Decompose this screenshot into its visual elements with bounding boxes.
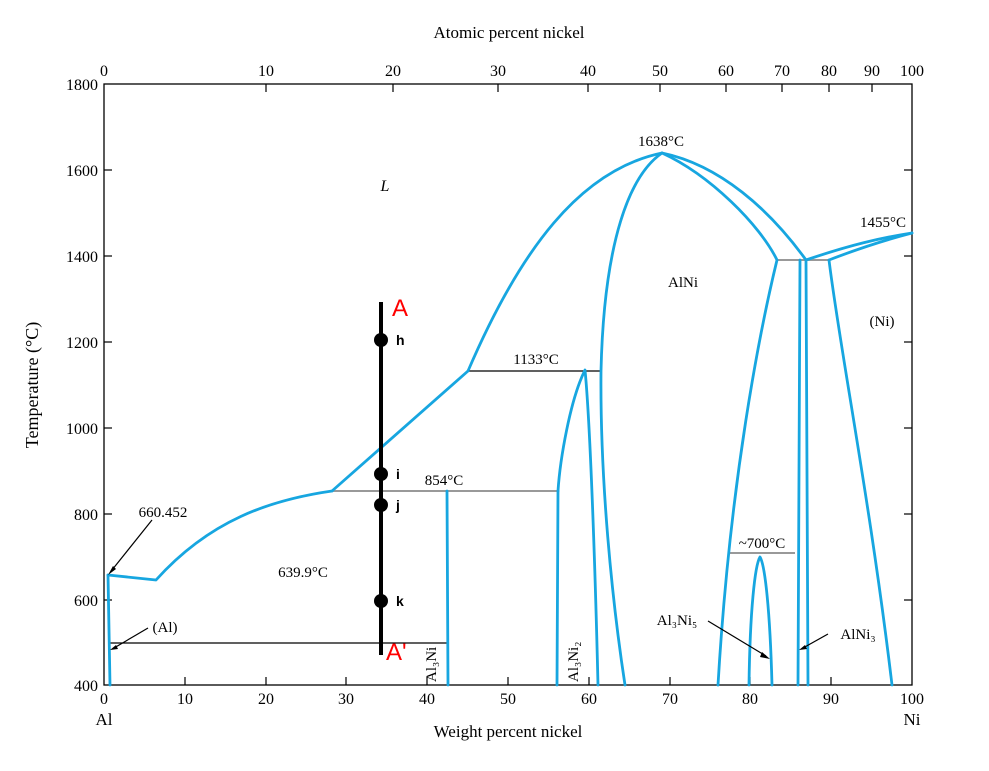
y-tick-label: 1000 [66, 421, 98, 438]
top-tick-label: 90 [864, 63, 880, 80]
alni3-left [796, 258, 802, 687]
y-tick-labels: 400 600 800 1000 1200 1400 1600 1800 [66, 77, 98, 695]
alni-right [660, 151, 779, 687]
alni3-right [804, 258, 810, 687]
x-tick-label: 80 [742, 691, 758, 708]
al3ni2-left [555, 489, 560, 687]
leader-lines [108, 519, 829, 659]
x-tick-label: 50 [500, 691, 516, 708]
top-tick-label: 10 [258, 63, 274, 80]
x-tick-label: 90 [823, 691, 839, 708]
point-labels: h i j k [395, 332, 405, 609]
x-tick-label: 10 [177, 691, 193, 708]
y-tick-label: 1600 [66, 163, 98, 180]
y-tick-label: 400 [74, 678, 98, 695]
element-al-label: Al [96, 710, 113, 729]
al3ni2-right [556, 368, 600, 687]
marker-a-label: A [392, 295, 408, 322]
x-tick-label: 20 [258, 691, 274, 708]
ni-solvus [827, 258, 894, 687]
x-ticks [184, 677, 832, 685]
point-i [374, 467, 388, 481]
y-tick-label: 1400 [66, 249, 98, 266]
x-tick-label: 30 [338, 691, 354, 708]
al3ni-line [445, 489, 450, 687]
x-tick-labels: 0 10 20 30 40 50 60 70 80 90 100 [100, 691, 924, 708]
label-al3ni: Al₃Ni [424, 647, 440, 682]
x-tick-label: 60 [581, 691, 597, 708]
temp-854: 854°C [425, 473, 464, 489]
top-tick-label: 20 [385, 63, 401, 80]
top-tick-label: 60 [718, 63, 734, 80]
y-tick-label: 1800 [66, 77, 98, 94]
point-h [374, 333, 388, 347]
x-axis-bottom-title: Weight percent nickel [434, 722, 583, 741]
top-ticks [265, 84, 873, 92]
y-tick-label: 800 [74, 507, 98, 524]
solidus-ni [827, 231, 914, 262]
top-tick-label: 100 [900, 63, 924, 80]
state-points [374, 333, 388, 608]
x-axis-top-title: Atomic percent nickel [433, 23, 584, 42]
point-k [374, 594, 388, 608]
y-axis-title: Temperature (°C) [22, 322, 43, 448]
al3ni5 [747, 555, 774, 687]
temp-1133: 1133°C [513, 352, 558, 368]
x-tick-label: 0 [100, 691, 108, 708]
y-ticks [104, 169, 912, 601]
plot-frame [103, 83, 913, 686]
x-tick-label: 40 [419, 691, 435, 708]
point-j-label: j [395, 497, 400, 513]
liquidus-alni-right [660, 151, 808, 262]
label-liquid: L [380, 178, 390, 195]
label-alni: AlNi [668, 275, 698, 291]
x-tick-label: 100 [900, 691, 924, 708]
label-al3ni2: Al₃Ni₂ [566, 642, 582, 682]
al-solvus [106, 573, 112, 687]
alni-left [599, 151, 664, 687]
temp-1455: 1455°C [860, 215, 906, 231]
label-al3ni5: Al₃Ni₅ [657, 613, 697, 629]
top-tick-label: 50 [652, 63, 668, 80]
top-tick-label: 80 [821, 63, 837, 80]
liquidus-left [106, 489, 334, 582]
liquidus-alni-left [466, 151, 664, 373]
point-h-label: h [396, 332, 405, 348]
top-tick-labels: 0 10 20 30 40 50 60 70 80 90 100 [100, 63, 924, 80]
element-ni-label: Ni [904, 710, 921, 729]
liquidus-mid [330, 369, 470, 493]
y-tick-label: 1200 [66, 335, 98, 352]
temp-1638: 1638°C [638, 134, 684, 150]
label-alni3: AlNi₃ [840, 627, 875, 643]
label-ni: (Ni) [870, 314, 895, 330]
temp-639: 639.9°C [278, 565, 328, 581]
temp-700: ~700°C [739, 536, 786, 552]
y-tick-label: 600 [74, 593, 98, 610]
top-tick-label: 40 [580, 63, 596, 80]
top-tick-label: 70 [774, 63, 790, 80]
point-i-label: i [396, 466, 400, 482]
top-tick-label: 30 [490, 63, 506, 80]
label-al: (Al) [153, 620, 178, 636]
point-j [374, 498, 388, 512]
point-k-label: k [396, 593, 404, 609]
top-tick-label: 0 [100, 63, 108, 80]
temp-660: 660.452 [139, 505, 188, 521]
marker-a-prime-label: A' [386, 639, 407, 666]
x-tick-label: 70 [662, 691, 678, 708]
phase-boundaries [106, 151, 914, 687]
